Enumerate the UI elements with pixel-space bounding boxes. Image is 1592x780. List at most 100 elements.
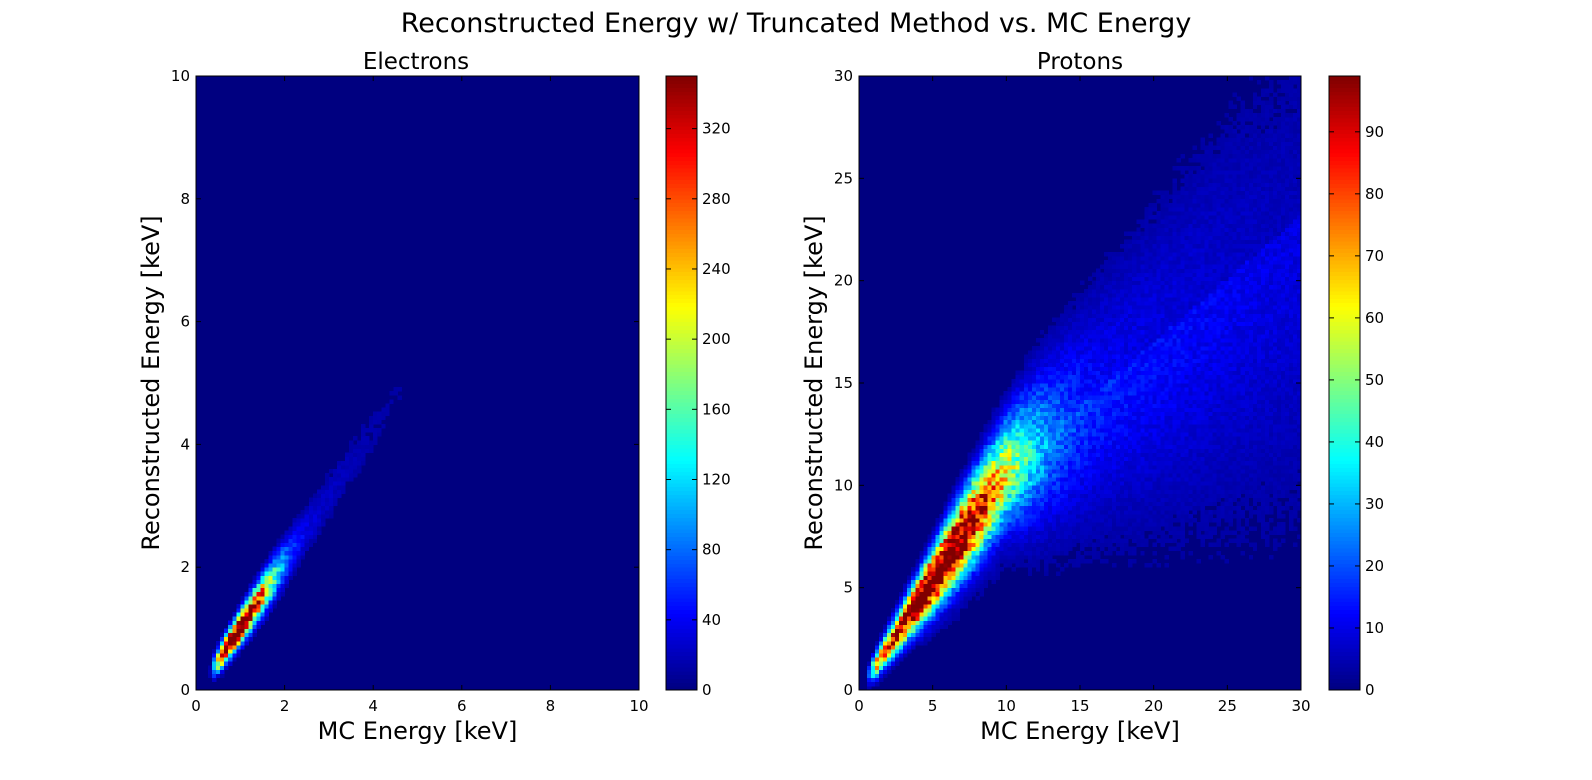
heatmap-cell: [280, 571, 285, 576]
heatmap-cell: [1180, 202, 1185, 208]
heatmap-cell: [1120, 301, 1125, 306]
colorbar-step: [666, 620, 697, 626]
heatmap-cell: [1188, 276, 1193, 282]
heatmap-cell: [1156, 366, 1161, 372]
heatmap-cell: [975, 497, 980, 503]
heatmap-cell: [1112, 358, 1117, 363]
colorbar-step: [666, 160, 697, 165]
heatmap-cell: [1015, 432, 1021, 437]
heatmap-cell: [1063, 448, 1069, 453]
heatmap-cell: [365, 440, 370, 445]
heatmap-cell: [1075, 366, 1081, 372]
heatmap-cell: [1035, 415, 1041, 421]
heatmap-cell: [1180, 362, 1185, 368]
heatmap-cell: [1023, 563, 1029, 568]
heatmap-cell: [1071, 350, 1077, 355]
heatmap-cell: [1140, 321, 1145, 327]
heatmap-cell: [1059, 436, 1065, 441]
heatmap-cell: [1188, 186, 1193, 192]
heatmap-cell: [1184, 481, 1189, 486]
heatmap-cell: [1019, 473, 1025, 478]
heatmap-cell: [1043, 444, 1049, 449]
heatmap-cell: [955, 604, 960, 609]
heatmap-cell: [1063, 456, 1069, 462]
heatmap-cell: [1164, 370, 1169, 376]
heatmap-cell: [1148, 313, 1153, 318]
heatmap-cell: [236, 653, 241, 658]
heatmap-cell: [951, 563, 956, 568]
heatmap-cell: [1067, 313, 1073, 318]
heatmap-cell: [1160, 231, 1165, 237]
heatmap-cell: [1148, 395, 1153, 400]
heatmap-cell: [1023, 530, 1029, 535]
colorbar-step: [666, 118, 697, 123]
heatmap-cell: [284, 579, 290, 584]
heatmap-cell: [1160, 497, 1165, 503]
colorbar-step: [666, 567, 697, 572]
heatmap-cell: [1168, 313, 1173, 318]
heatmap-cell: [883, 657, 888, 662]
heatmap-cell: [1096, 272, 1101, 277]
heatmap-cell: [1039, 358, 1045, 363]
heatmap-cell: [224, 640, 229, 646]
heatmap-cell: [939, 608, 944, 613]
heatmap-cell: [1007, 505, 1013, 511]
heatmap-cell: [887, 636, 892, 642]
x-tick-label: 8: [546, 697, 556, 715]
heatmap-cell: [1055, 473, 1061, 478]
heatmap-cell: [987, 440, 992, 445]
heatmap-cell: [1096, 460, 1101, 466]
heatmap-cell: [1192, 219, 1197, 224]
heatmap-cell: [1063, 411, 1069, 417]
heatmap-cell: [1172, 264, 1177, 269]
heatmap-cell: [1055, 403, 1061, 408]
heatmap-cell: [943, 518, 948, 523]
heatmap-cell: [967, 583, 972, 589]
heatmap-cell: [1075, 513, 1081, 519]
heatmap-cell: [875, 681, 880, 687]
heatmap-cell: [1067, 530, 1073, 535]
heatmap-cell: [927, 559, 932, 564]
heatmap-cell: [1164, 301, 1169, 306]
heatmap-cell: [1168, 407, 1173, 413]
heatmap-cell: [1136, 411, 1141, 417]
heatmap-cell: [1055, 452, 1061, 458]
heatmap-cell: [1003, 485, 1009, 490]
heatmap-cell: [1144, 358, 1149, 363]
heatmap-cell: [1176, 534, 1181, 539]
heatmap-cell: [1188, 436, 1193, 441]
heatmap-cell: [1108, 477, 1113, 482]
heatmap-cell: [1180, 329, 1185, 335]
heatmap-cell: [1055, 378, 1061, 384]
heatmap-cell: [1096, 350, 1101, 355]
heatmap-cell: [1096, 428, 1101, 433]
heatmap-cell: [1184, 174, 1189, 179]
heatmap-cell: [1108, 387, 1113, 392]
heatmap-cell: [1059, 313, 1065, 318]
heatmap-cell: [1027, 526, 1033, 531]
heatmap-cell: [1031, 350, 1037, 355]
heatmap-cell: [308, 538, 314, 544]
colorbar-step: [666, 294, 697, 300]
heatmap-cell: [1019, 436, 1025, 441]
heatmap-cell: [935, 624, 940, 629]
heatmap-cell: [923, 640, 928, 646]
heatmap-cell: [1176, 333, 1181, 339]
heatmap-cell: [975, 550, 980, 556]
colorbar-step: [666, 605, 697, 610]
heatmap-cell: [1116, 423, 1121, 429]
heatmap-cell: [1188, 256, 1193, 261]
heatmap-cell: [959, 599, 964, 605]
heatmap-cell: [951, 542, 956, 548]
heatmap-cell: [1180, 346, 1185, 351]
heatmap-cell: [1112, 309, 1117, 314]
heatmap-cell: [1063, 444, 1069, 449]
heatmap-cell: [1023, 354, 1029, 359]
heatmap-cell: [955, 599, 960, 605]
heatmap-cell: [1144, 423, 1149, 429]
heatmap-cell: [1023, 456, 1029, 462]
heatmap-cell: [1059, 456, 1065, 462]
heatmap-cell: [887, 624, 892, 629]
heatmap-cell: [1092, 440, 1097, 445]
heatmap-cell: [1007, 395, 1013, 400]
